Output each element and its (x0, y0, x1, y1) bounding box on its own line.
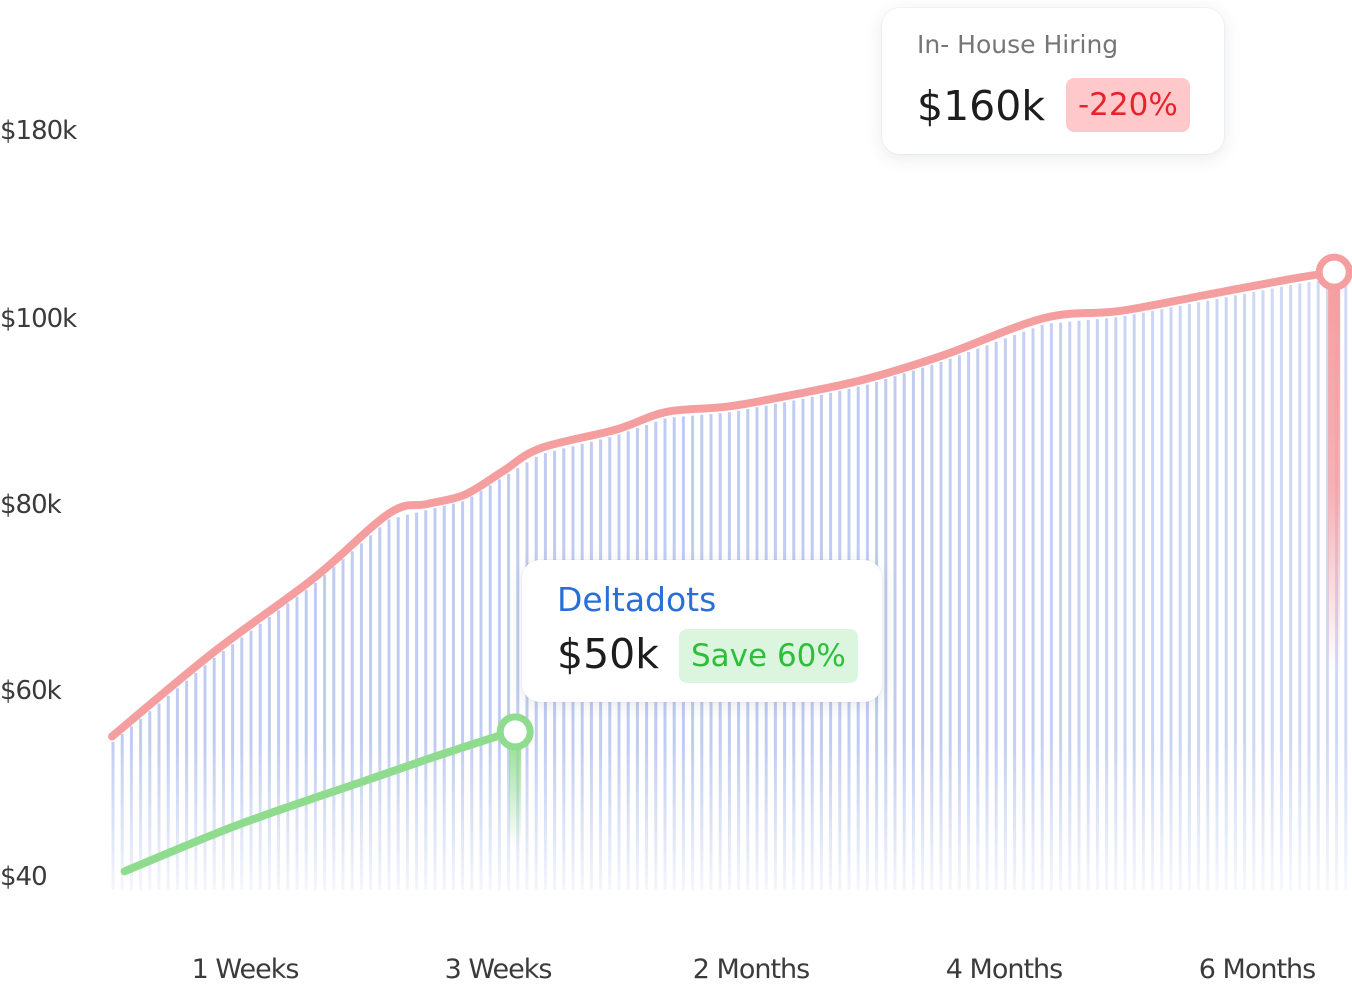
y-axis-ticks: $180k $100k $80k $60k $40 (0, 116, 78, 892)
in-house-hiring-title: In- House Hiring (917, 30, 1119, 59)
in-house-hiring-tooltip: In- House Hiring $160k -220% (882, 8, 1224, 154)
x-tick-label: 6 Months (1199, 954, 1315, 985)
in-house-hiring-amount: $160k (917, 82, 1046, 130)
in-house-hiring-marker (1315, 253, 1352, 291)
y-tick-label: $180k (0, 116, 77, 146)
in-house-drop-line (1328, 272, 1341, 673)
deltadots-marker (496, 713, 534, 751)
deltadots-savings-badge: Save 60% (679, 629, 858, 683)
deltadots-amount: $50k (557, 630, 659, 678)
in-house-hiring-line (108, 265, 1352, 741)
y-tick-label: $100k (0, 304, 77, 334)
y-tick-label: $40 (0, 862, 47, 892)
y-tick-label: $60k (0, 676, 62, 706)
deltadots-tooltip: Deltadots $50k Save 60% (522, 560, 882, 702)
x-tick-label: 1 Weeks (192, 954, 299, 985)
in-house-cost-change-badge: -220% (1066, 78, 1190, 132)
y-tick-label: $80k (0, 490, 62, 520)
x-axis-ticks: 1 Weeks 3 Weeks 2 Months 4 Months 6 Months (192, 954, 1317, 985)
series-lines (108, 253, 1352, 876)
deltadots-drop-line (509, 731, 522, 847)
x-tick-label: 2 Months (693, 954, 809, 985)
x-tick-label: 3 Weeks (445, 954, 552, 985)
x-tick-label: 4 Months (946, 954, 1062, 985)
deltadots-title: Deltadots (557, 580, 717, 619)
